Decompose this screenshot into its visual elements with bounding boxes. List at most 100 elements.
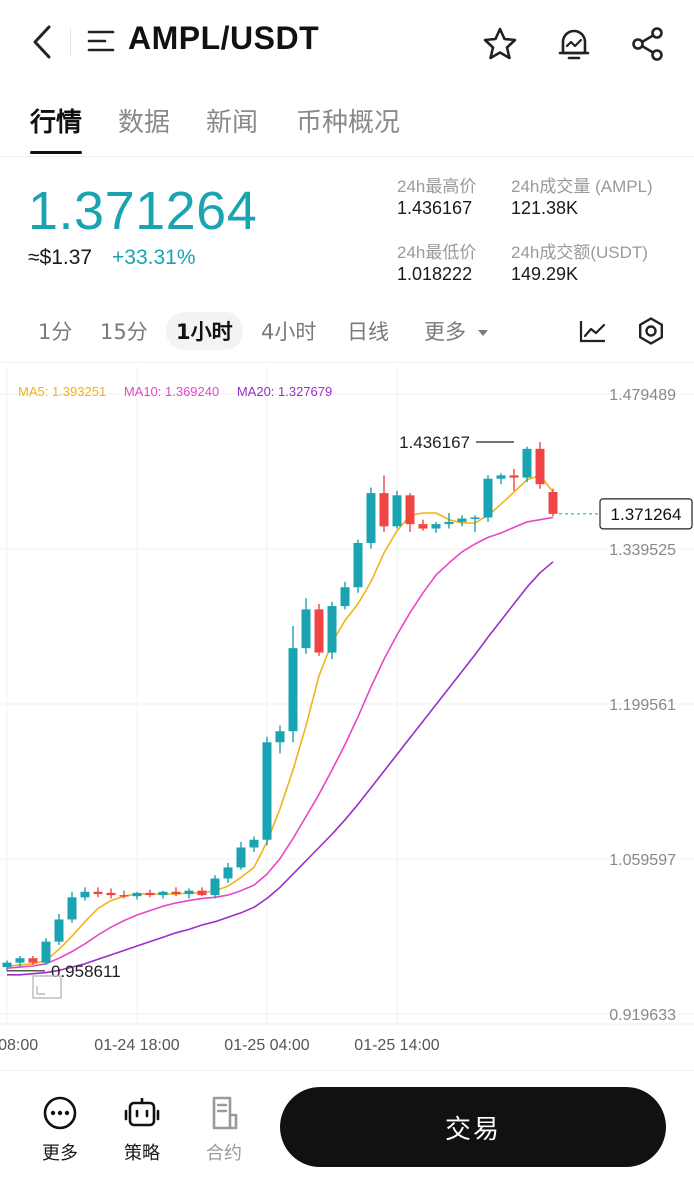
interval-divider — [0, 362, 694, 363]
candle-body — [275, 731, 285, 743]
candlestick-chart[interactable]: 1.479489 1.339525 1.199561 1.059597 0.919633… — [0, 366, 694, 1066]
candle-body — [54, 919, 64, 942]
candle-body — [132, 892, 142, 897]
volume-value: 121.38K — [511, 198, 579, 218]
high-value: 1.436167 — [397, 198, 473, 218]
more-button[interactable]: 更多 — [30, 1093, 90, 1165]
x-tick-label: 01-24 18:00 — [94, 1037, 180, 1054]
candle-body — [28, 958, 38, 963]
ma20-legend: MA20: 1.327679 — [236, 384, 333, 399]
tabs-divider — [0, 156, 694, 157]
candle-body — [483, 478, 493, 518]
current-price-label: 1.371264 — [611, 505, 682, 524]
candle-body — [535, 448, 545, 485]
change-percent: +33.31% — [112, 246, 196, 269]
line-chart-icon — [579, 321, 606, 343]
chart-canvas: 1.479489 1.339525 1.199561 1.059597 0.919633… — [0, 366, 694, 1054]
tab-news[interactable]: 新闻 — [206, 108, 259, 138]
contract-label: 合约 — [206, 1143, 242, 1164]
interval-more-label: 更多 — [424, 320, 466, 344]
interval-1h[interactable]: 1小时 — [166, 312, 243, 350]
candle-body — [470, 517, 480, 519]
candle-body — [548, 491, 558, 514]
ma-legend: MA5: 1.393251 MA10: 1.369240 MA20: 1.327… — [18, 384, 346, 399]
caret-down-icon — [477, 330, 488, 336]
volume-label: 24h成交量 (AMPL) — [511, 177, 653, 196]
bell-alert-icon — [558, 29, 590, 60]
back-button[interactable] — [24, 22, 60, 62]
favorite-button[interactable] — [480, 24, 520, 64]
candle-body — [509, 475, 519, 478]
high-label: 24h最高价 — [397, 177, 477, 196]
header-divider — [70, 28, 71, 56]
strategy-label: 策略 — [124, 1143, 160, 1164]
strategy-button[interactable]: 策略 — [112, 1093, 172, 1165]
indicator-button[interactable] — [576, 314, 610, 348]
candle-body — [158, 891, 168, 896]
y-tick-label: 1.059597 — [609, 852, 676, 869]
reset-zoom-icon-mark — [36, 986, 45, 995]
high-marker-label: 1.436167 — [399, 433, 470, 452]
ma20-line — [7, 561, 554, 976]
candle-body — [249, 839, 259, 848]
candle-body — [431, 524, 441, 529]
share-icon — [632, 27, 663, 61]
candle-body — [392, 495, 402, 527]
section-tabs: 行情 数据 新闻 币种概况 — [0, 96, 694, 157]
x-tick-label: 01-25 14:00 — [354, 1037, 440, 1054]
candle-body — [301, 609, 311, 649]
interval-more[interactable]: 更多 — [424, 316, 489, 346]
x-tick-label: 24 08:00 — [0, 1037, 38, 1054]
candle-body — [184, 890, 194, 894]
low-label: 24h最低价 — [397, 243, 477, 262]
candle-body — [15, 958, 25, 963]
ma10-legend: MA10: 1.369240 — [123, 384, 220, 399]
ma10-line — [6, 516, 554, 969]
candle-body — [223, 867, 233, 879]
contract-button[interactable]: 合约 — [194, 1093, 254, 1165]
more-label: 更多 — [42, 1143, 78, 1164]
price-alert-button[interactable] — [554, 24, 594, 64]
candle-body — [93, 891, 103, 894]
x-tick-label: 01-25 04:00 — [224, 1037, 310, 1054]
interval-1m[interactable]: 1分 — [38, 320, 73, 344]
tab-data[interactable]: 数据 — [118, 108, 171, 138]
amount-value: 149.29K — [511, 264, 579, 284]
candle-body — [327, 606, 337, 653]
candle-body — [80, 891, 90, 898]
last-price: 1.371264 — [28, 181, 258, 241]
candle-body — [418, 524, 428, 529]
candle-body — [171, 891, 181, 894]
share-button[interactable] — [628, 24, 668, 64]
more-icon — [40, 1093, 80, 1133]
y-tick-label: 0.919633 — [609, 1007, 676, 1024]
candle-body — [145, 892, 155, 896]
interval-1d[interactable]: 日线 — [347, 320, 389, 344]
candle-body — [236, 847, 246, 868]
candle-body — [119, 895, 129, 897]
interval-4h[interactable]: 4小时 — [261, 320, 317, 344]
candle-body — [2, 962, 12, 968]
ma5-legend: MA5: 1.393251 — [18, 384, 107, 399]
list-icon — [87, 30, 115, 52]
gear-icon — [639, 317, 663, 345]
low-value: 1.018222 — [397, 264, 473, 284]
candle-body — [366, 493, 376, 543]
pair-title[interactable]: AMPL/USDT — [128, 20, 320, 56]
star-icon — [483, 27, 517, 60]
y-tick-label: 1.339525 — [609, 542, 676, 559]
candle-body — [444, 521, 454, 525]
interval-15m[interactable]: 15分 — [100, 320, 148, 344]
candle-body — [41, 941, 51, 963]
tab-market[interactable]: 行情 — [30, 108, 83, 138]
tab-coin-overview[interactable]: 币种概况 — [296, 108, 401, 138]
active-tab-indicator — [30, 151, 82, 154]
usd-price: ≈$1.37 — [28, 246, 93, 269]
reset-zoom-icon — [32, 975, 62, 999]
candle-body — [496, 475, 506, 479]
chart-settings-button[interactable] — [634, 314, 668, 348]
candle-body — [340, 587, 350, 607]
pair-menu-button[interactable] — [84, 24, 118, 58]
trade-button[interactable]: 交易 — [280, 1087, 666, 1167]
current-price-box — [599, 498, 693, 530]
